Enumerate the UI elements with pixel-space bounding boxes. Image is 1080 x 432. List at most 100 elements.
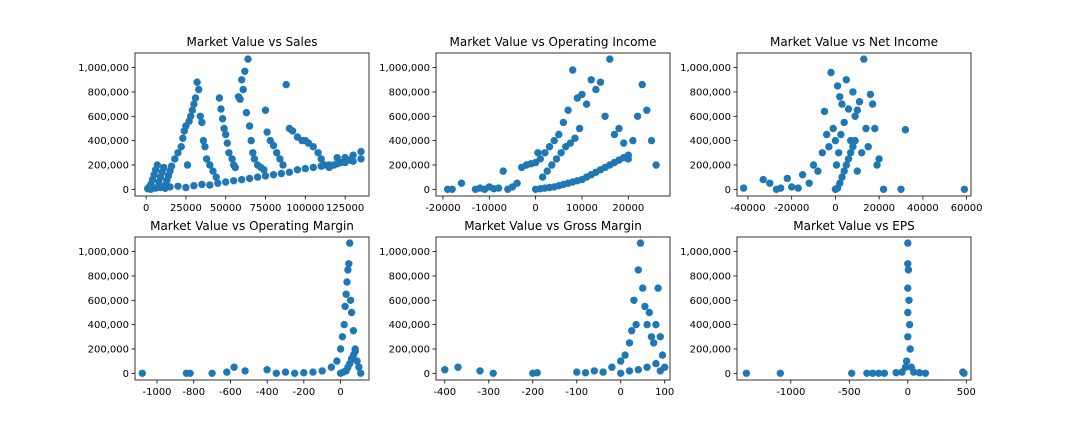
subplot-3: Market Value vs Net Income -40000 -20000 0 2… <box>680 35 982 214</box>
scatter-point <box>835 149 843 157</box>
scatter-point <box>840 118 848 127</box>
scatter-point <box>573 368 581 376</box>
y-tick-label: 1,000,000 <box>379 247 430 258</box>
x-tick-label: 0 <box>532 203 538 214</box>
scatter-point <box>277 169 286 178</box>
scatter-point <box>241 67 249 76</box>
x-tick-label: 0 <box>337 387 343 398</box>
scatter-point <box>238 76 246 84</box>
axes-frame <box>435 236 671 381</box>
x-tick-label: -400 <box>256 387 279 398</box>
subplot-title: Market Value vs Sales <box>187 35 318 49</box>
scatter-point <box>244 55 252 63</box>
scatter-points <box>739 55 969 193</box>
y-tick-label: 200,000 <box>690 344 731 355</box>
scatter-point <box>195 85 203 94</box>
scatter-point <box>825 143 833 151</box>
y-tick-label: 0 <box>725 369 731 380</box>
scatter-point <box>309 143 317 151</box>
scatter-point <box>629 136 637 145</box>
scatter-point <box>336 345 345 353</box>
scatter-point <box>238 175 246 184</box>
y-tick-label: 800,000 <box>690 87 731 98</box>
scatter-point <box>242 108 251 117</box>
x-tick-label: -200 <box>521 387 544 398</box>
scatter-point <box>836 93 844 101</box>
scatter-point <box>904 284 912 292</box>
scatter-point <box>288 127 297 135</box>
scatter-point <box>582 100 591 108</box>
y-tick-label: 600,000 <box>88 112 129 123</box>
scatter-point <box>840 167 848 175</box>
scatter-point <box>863 369 871 377</box>
y-tick-label: 200,000 <box>690 160 731 171</box>
scatter-point <box>652 320 660 329</box>
scatter-point <box>309 368 317 376</box>
scatter-point <box>349 327 358 335</box>
x-tick-label: 40000 <box>907 203 939 214</box>
scatter-point <box>193 78 201 86</box>
scatter-point <box>301 164 309 173</box>
y-tick-label: 600,000 <box>389 112 430 123</box>
scatter-point <box>742 369 751 377</box>
scatter-point <box>533 369 541 377</box>
scatter-point <box>569 66 577 74</box>
scatter-point <box>351 347 359 356</box>
scatter-point <box>643 320 651 329</box>
scatter-point <box>809 161 818 169</box>
scatter-point <box>617 369 625 377</box>
scatter-points <box>443 55 660 193</box>
x-tick-label: 0 <box>832 203 838 214</box>
scatter-point <box>571 134 579 142</box>
y-tick-label: 800,000 <box>88 87 129 98</box>
scatter-point <box>269 171 278 179</box>
scatter-point <box>441 366 449 374</box>
x-tick-label: -10000 <box>472 203 507 214</box>
scatter-point <box>338 333 347 341</box>
y-tick-label: 200,000 <box>389 344 430 355</box>
y-tick-label: 600,000 <box>690 296 731 307</box>
scatter-point <box>606 55 614 63</box>
y-tick-label: 400,000 <box>389 320 430 331</box>
scatter-point <box>513 179 521 187</box>
scatter-point <box>921 369 930 377</box>
x-tick-label: 125000 <box>326 203 364 214</box>
scatter-point <box>349 151 357 159</box>
scatter-point <box>658 351 667 359</box>
y-tick-label: 800,000 <box>389 271 430 282</box>
scatter-point <box>656 333 664 341</box>
y-tick-label: 1,000,000 <box>78 247 129 258</box>
axes-frame <box>736 52 972 197</box>
scatter-point <box>902 357 911 365</box>
y-tick-label: 400,000 <box>389 136 430 147</box>
scatter-point <box>273 149 281 157</box>
y-tick-label: 400,000 <box>690 136 731 147</box>
scatter-point <box>844 155 853 163</box>
x-tick-label: 10000 <box>566 203 598 214</box>
scatter-point <box>448 185 456 193</box>
scatter-point <box>183 161 192 169</box>
scatter-point <box>291 369 299 377</box>
scatter-point <box>261 172 270 180</box>
scatter-point <box>300 369 308 377</box>
scatter-point <box>309 163 317 172</box>
scatter-point <box>901 363 910 371</box>
scatter-point <box>357 369 365 377</box>
scatter-point <box>656 367 664 375</box>
scatter-point <box>831 136 840 145</box>
scatter-point <box>217 105 225 113</box>
scatter-point <box>536 155 544 163</box>
scatter-point <box>230 363 238 371</box>
x-tick-label: 75000 <box>250 203 282 214</box>
scatter-point <box>641 302 649 311</box>
scatter-point <box>247 136 255 145</box>
scatter-point <box>915 369 924 377</box>
scatter-point <box>347 308 356 317</box>
scatter-point <box>223 139 231 147</box>
scatter-point <box>160 163 168 172</box>
scatter-point <box>346 239 354 247</box>
scatter-point <box>253 173 262 181</box>
scatter-point <box>545 143 554 151</box>
y-tick-label: 800,000 <box>389 87 430 98</box>
